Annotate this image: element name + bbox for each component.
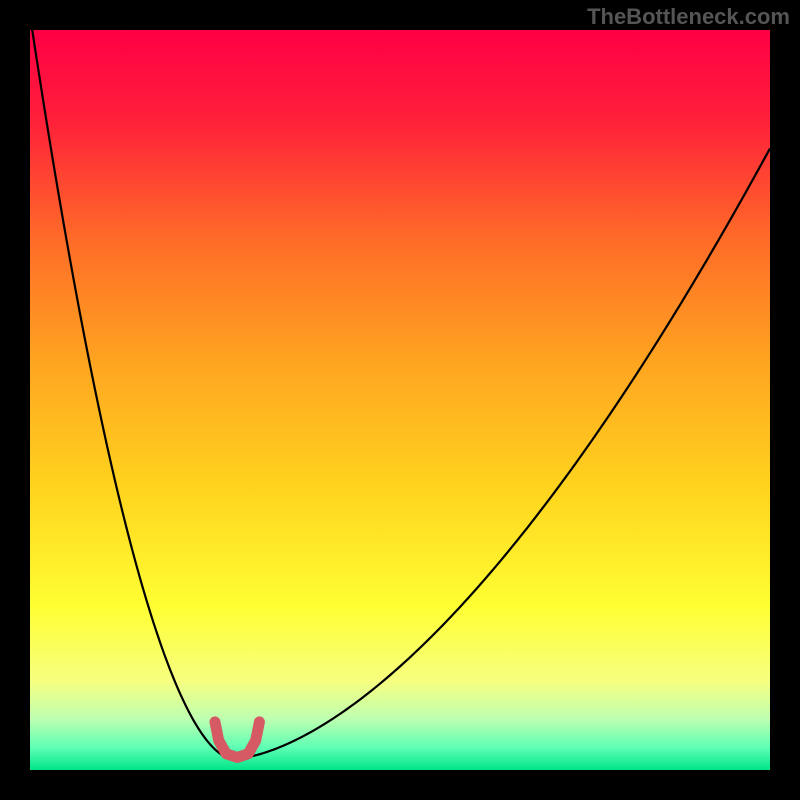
plot-area (30, 30, 770, 770)
curve-layer (30, 30, 770, 770)
watermark-text: TheBottleneck.com (587, 4, 790, 30)
linkage-highlight (215, 722, 259, 758)
bottleneck-curve (30, 30, 770, 759)
